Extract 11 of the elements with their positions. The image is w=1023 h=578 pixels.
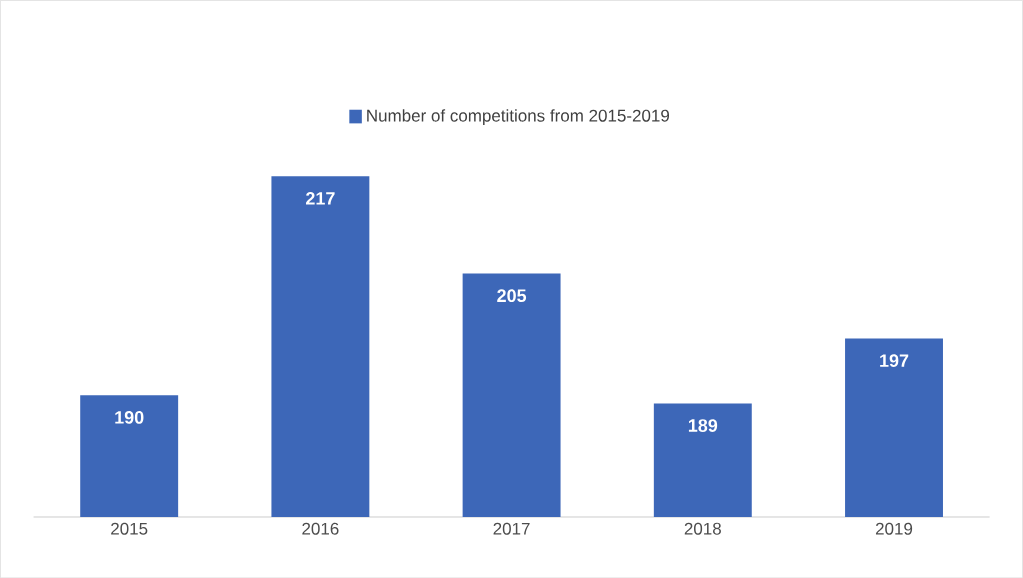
x-tick-label: 2017 bbox=[493, 522, 530, 535]
data-label: 189 bbox=[688, 418, 718, 432]
legend-label: Number of competitions from 2015-2019 bbox=[367, 109, 670, 125]
data-label: 217 bbox=[306, 191, 335, 205]
x-tick-label: 2018 bbox=[684, 522, 721, 535]
data-label: 197 bbox=[880, 354, 909, 367]
data-label: 205 bbox=[497, 289, 527, 302]
x-tick-label: 2019 bbox=[875, 522, 913, 535]
data-label: 190 bbox=[115, 410, 144, 424]
x-tick-label: 2015 bbox=[111, 522, 148, 535]
x-tick-label: 2016 bbox=[302, 522, 339, 535]
